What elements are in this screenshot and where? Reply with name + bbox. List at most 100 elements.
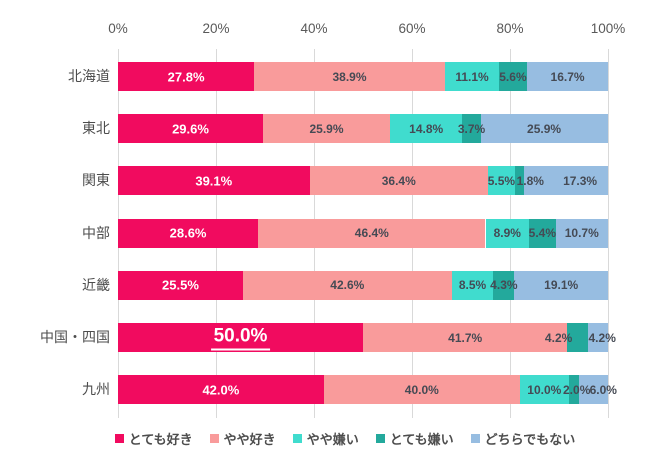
- bar-row: 中国・四国 50.0% 41.7% 4.2% 4.2%: [0, 323, 650, 352]
- segment-value-label: 10.7%: [564, 226, 599, 241]
- segment-value-label: 41.7%: [448, 330, 483, 345]
- segment-value-label: 4.3%: [490, 278, 518, 293]
- bar-segment: 50.0%: [118, 323, 363, 352]
- stacked-bar: 29.6% 25.9% 14.8% 3.7% 25.9%: [118, 114, 608, 144]
- bar-segment: 19.1%: [514, 270, 608, 300]
- segment-value-label: 1.8%: [516, 173, 544, 188]
- bar-segment: 5.5%: [487, 166, 516, 196]
- gridline: [608, 49, 609, 418]
- bar-segment: 4.2%: [587, 323, 616, 352]
- bar-segment: 6.0%: [578, 375, 617, 405]
- segment-value-label: 39.1%: [195, 173, 233, 189]
- legend-swatch-icon: [292, 433, 302, 443]
- segment-value-label: 36.4%: [381, 173, 416, 188]
- segment-value-label: 29.6%: [172, 121, 209, 137]
- bar-segment: 25.5%: [118, 270, 243, 300]
- bar-segment: 10.7%: [555, 218, 608, 248]
- legend-swatch-icon: [209, 433, 219, 443]
- segment-value-label: 5.5%: [487, 173, 516, 188]
- segment-value-label: 38.9%: [332, 69, 367, 84]
- bar-segment: 4.3%: [490, 270, 518, 300]
- segment-value-label: 42.0%: [202, 382, 240, 398]
- segment-value-label: 17.3%: [563, 173, 598, 188]
- legend-swatch-icon: [114, 433, 124, 443]
- bar-segment: 16.7%: [526, 62, 609, 91]
- category-label: 近畿: [82, 276, 110, 293]
- segment-value-label: 11.1%: [455, 69, 489, 84]
- bar-segment: 28.6%: [118, 218, 259, 248]
- bar-segment: 42.0%: [118, 375, 324, 405]
- segment-value-label: 19.1%: [544, 278, 579, 293]
- bar-segment: 1.8%: [514, 166, 544, 196]
- bar-segment: 2.0%: [563, 375, 590, 405]
- bar-segment: 25.9%: [263, 114, 390, 144]
- legend-item: とても好き: [114, 429, 193, 448]
- legend-swatch-icon: [470, 433, 480, 443]
- bar-segment: 25.9%: [480, 114, 608, 144]
- segment-value-label: 27.8%: [167, 69, 205, 84]
- x-axis-tick-label: 40%: [300, 21, 328, 36]
- segment-value-label: 5.4%: [528, 226, 557, 241]
- bar-segment: 17.3%: [523, 166, 609, 196]
- x-axis-tick-label: 0%: [108, 21, 128, 36]
- bar-segment: 14.8%: [389, 114, 463, 144]
- segment-value-label: 14.8%: [409, 121, 444, 136]
- bar-segment: 29.6%: [118, 114, 264, 144]
- segment-value-label: 5.6%: [499, 69, 527, 84]
- category-label: 中部: [82, 224, 110, 241]
- segment-value-label: 4.2%: [588, 330, 616, 345]
- legend-label: どちらでもない: [484, 431, 576, 447]
- category-label: 東北: [82, 120, 110, 137]
- x-axis-tick-label: 60%: [398, 21, 426, 36]
- bar-row: 近畿 25.5% 42.6% 8.5% 4.3% 19.1%: [0, 270, 650, 300]
- bar-segment: 40.0%: [323, 375, 520, 405]
- bar-segment: 41.7%: [363, 323, 568, 352]
- bar-segment: 46.4%: [258, 218, 486, 248]
- segment-value-label: 25.5%: [162, 277, 199, 293]
- legend-label: やや嫌い: [306, 431, 359, 447]
- legend-label: やや好き: [223, 431, 276, 447]
- legend-item: やや好き: [209, 429, 276, 448]
- bar-segment: 39.1%: [118, 166, 310, 196]
- category-label: 九州: [82, 381, 110, 398]
- category-label: 関東: [82, 172, 110, 189]
- segment-value-label: 4.2%: [544, 330, 573, 345]
- stacked-bar: 28.6% 46.4% 8.9% 5.4% 10.7%: [118, 218, 608, 248]
- legend-item: とても嫌い: [375, 429, 454, 448]
- bar-segment: 10.0%: [519, 375, 569, 405]
- category-label: 北海道: [68, 68, 110, 84]
- legend: とても好き やや好き やや嫌い とても嫌い どちらでもない: [20, 426, 650, 450]
- segment-value-label: 16.7%: [550, 69, 585, 84]
- legend-item: やや嫌い: [292, 429, 359, 448]
- bar-segment: 5.6%: [499, 62, 527, 91]
- bar-segment: 42.6%: [242, 270, 452, 300]
- bar-segment: 8.5%: [451, 270, 494, 300]
- segment-value-label: 40.0%: [404, 382, 439, 397]
- segment-value-label: 10.0%: [527, 382, 562, 397]
- stacked-bar: 25.5% 42.6% 8.5% 4.3% 19.1%: [118, 270, 608, 300]
- bar-row: 東北 29.6% 25.9% 14.8% 3.7% 25.9%: [0, 114, 650, 144]
- x-axis-tick-label: 20%: [202, 21, 230, 36]
- segment-value-label: 6.0%: [589, 382, 617, 397]
- segment-value-label: 8.5%: [458, 278, 487, 293]
- bar-segment: 8.9%: [485, 218, 530, 248]
- bar-segment: 11.1%: [444, 62, 500, 91]
- x-axis-tick-label: 80%: [496, 21, 524, 36]
- bar-segment: 5.4%: [528, 218, 557, 248]
- segment-value-label: 25.9%: [309, 121, 344, 136]
- bar-segment: 36.4%: [309, 166, 488, 196]
- bar-row: 九州 42.0% 40.0% 10.0% 2.0% 6.0%: [0, 375, 650, 405]
- x-axis-tick-label: 100%: [590, 21, 626, 36]
- bar-row: 関東 39.1% 36.4% 5.5% 1.8% 17.3%: [0, 166, 650, 196]
- bar-segment: 27.8%: [118, 62, 255, 91]
- segment-value-label: 3.7%: [457, 121, 486, 136]
- bar-segment: 38.9%: [254, 62, 445, 91]
- segment-value-label: 42.6%: [330, 278, 365, 293]
- bar-segment: 3.7%: [458, 114, 485, 144]
- legend-label: とても嫌い: [389, 431, 454, 447]
- legend-item: どちらでもない: [470, 429, 576, 448]
- stacked-bar: 42.0% 40.0% 10.0% 2.0% 6.0%: [118, 375, 617, 405]
- segment-value-label: 46.4%: [354, 226, 389, 241]
- stacked-bar: 39.1% 36.4% 5.5% 1.8% 17.3%: [118, 166, 609, 196]
